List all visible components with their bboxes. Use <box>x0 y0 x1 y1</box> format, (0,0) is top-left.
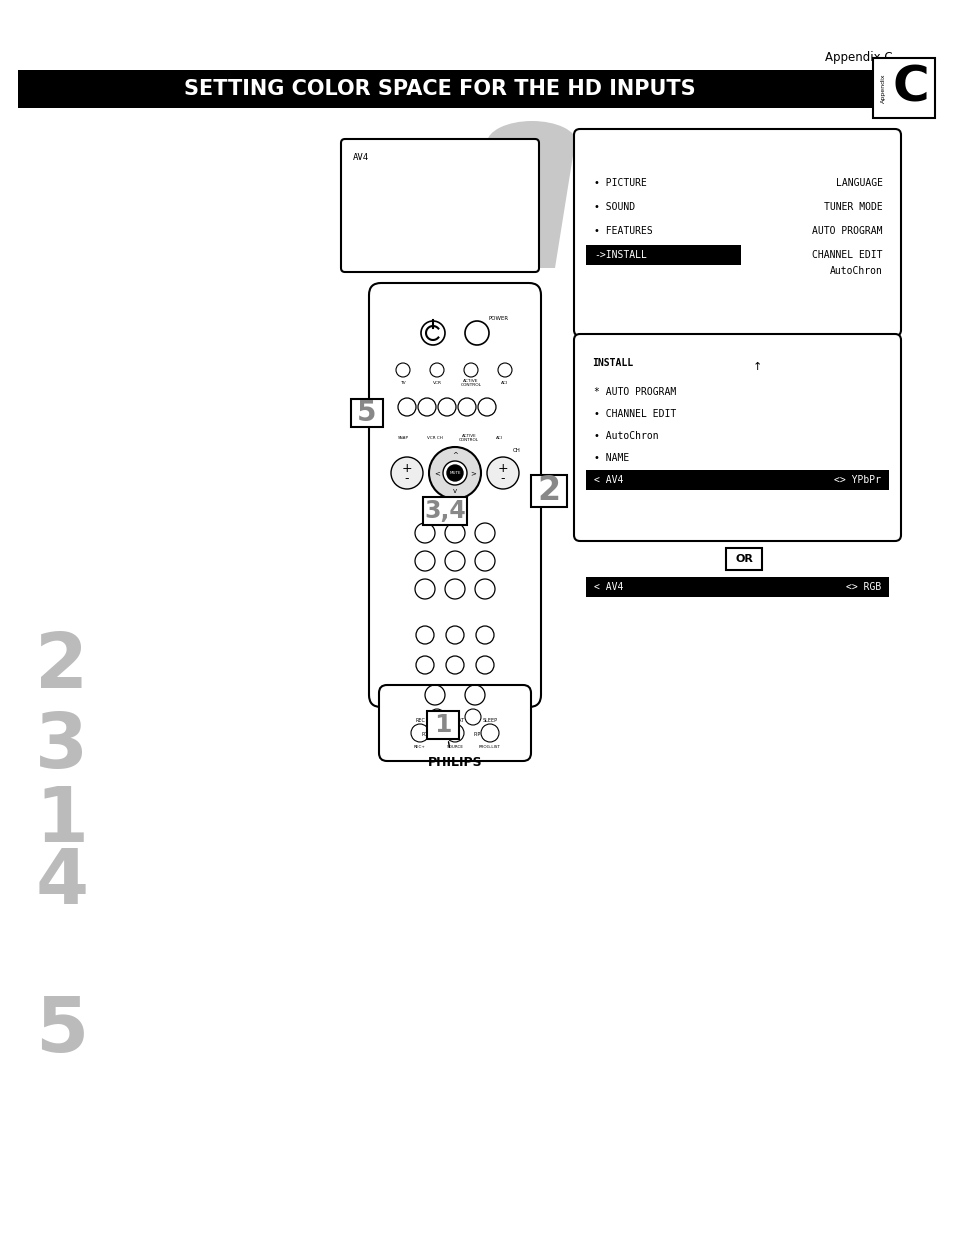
Ellipse shape <box>486 121 577 165</box>
Text: 3: 3 <box>35 710 89 784</box>
Text: ACTIVE
CONTROL: ACTIVE CONTROL <box>458 433 478 442</box>
Text: VCR CH: VCR CH <box>427 436 442 440</box>
Text: POSITION: POSITION <box>421 732 444 737</box>
Text: 2: 2 <box>537 474 560 508</box>
Text: REC: REC <box>415 718 424 722</box>
Bar <box>18 70 872 107</box>
Bar <box>585 245 740 266</box>
Text: < AV4: < AV4 <box>594 475 622 485</box>
Text: <> YPbPr: <> YPbPr <box>833 475 880 485</box>
Text: AutoChron: AutoChron <box>829 266 882 275</box>
Text: INSTALL: INSTALL <box>592 358 633 368</box>
Text: AUTO PROGRAM: AUTO PROGRAM <box>812 226 882 236</box>
Text: MUTE: MUTE <box>449 471 460 475</box>
FancyBboxPatch shape <box>369 283 540 706</box>
Text: PROG-LIST: PROG-LIST <box>478 745 500 748</box>
Text: -: - <box>500 473 505 485</box>
Text: Appendix: Appendix <box>880 73 884 103</box>
Text: SLEEP: SLEEP <box>482 718 497 722</box>
Text: SNAP: SNAP <box>397 436 408 440</box>
Text: * AUTO PROGRAM: * AUTO PROGRAM <box>594 387 676 396</box>
Text: • FEATURES: • FEATURES <box>594 226 652 236</box>
Text: <: < <box>434 471 439 475</box>
Bar <box>422 496 467 525</box>
Text: -: - <box>404 473 409 485</box>
FancyBboxPatch shape <box>378 685 531 761</box>
Text: CHANNEL EDIT: CHANNEL EDIT <box>812 249 882 261</box>
Text: 3,4: 3,4 <box>424 499 465 522</box>
Text: ->INSTALL: ->INSTALL <box>594 249 646 261</box>
Circle shape <box>429 447 480 499</box>
Polygon shape <box>490 143 575 268</box>
Text: ↑: ↑ <box>752 362 760 372</box>
Text: CH: CH <box>513 448 520 453</box>
Text: OR: OR <box>735 555 752 564</box>
Bar <box>427 711 458 739</box>
Text: 1: 1 <box>35 784 89 858</box>
Text: <> RGB: <> RGB <box>845 582 880 592</box>
Text: SETTING COLOR SPACE FOR THE HD INPUTS: SETTING COLOR SPACE FOR THE HD INPUTS <box>184 79 695 99</box>
FancyBboxPatch shape <box>574 128 900 336</box>
Text: ACTIVE
CONTROL: ACTIVE CONTROL <box>460 379 481 388</box>
FancyBboxPatch shape <box>574 333 900 541</box>
Text: • PICTURE: • PICTURE <box>594 178 646 188</box>
Text: TUNER MODE: TUNER MODE <box>823 203 882 212</box>
Text: VCR: VCR <box>432 382 441 385</box>
Text: 4: 4 <box>35 846 89 920</box>
Text: C: C <box>892 64 928 112</box>
Bar <box>725 548 761 571</box>
FancyBboxPatch shape <box>340 140 538 272</box>
Text: +: + <box>497 462 508 474</box>
Text: 5: 5 <box>35 994 89 1068</box>
Text: AV4: AV4 <box>353 153 369 162</box>
Text: • CHANNEL EDIT: • CHANNEL EDIT <box>594 409 676 419</box>
Circle shape <box>447 466 462 480</box>
Text: ACI: ACI <box>496 436 502 440</box>
Text: FORMAT: FORMAT <box>444 718 464 722</box>
Text: ^: ^ <box>452 452 457 458</box>
Text: < AV4: < AV4 <box>594 582 622 592</box>
Circle shape <box>486 457 518 489</box>
Text: 2: 2 <box>35 630 89 704</box>
Text: LANGUAGE: LANGUAGE <box>835 178 882 188</box>
Text: PHILIPS: PHILIPS <box>427 757 482 769</box>
Text: • SOUND: • SOUND <box>594 203 635 212</box>
Text: • NAME: • NAME <box>594 453 629 463</box>
Text: SOURCE: SOURCE <box>446 745 463 748</box>
Text: REC+: REC+ <box>414 745 425 748</box>
Circle shape <box>442 461 467 485</box>
Bar <box>872 58 934 119</box>
Text: • AutoChron: • AutoChron <box>594 431 658 441</box>
Text: PIP: PIP <box>473 732 480 737</box>
Text: Appendix C: Appendix C <box>824 52 892 64</box>
Bar <box>585 471 888 490</box>
Text: 1: 1 <box>434 713 452 737</box>
Text: 5: 5 <box>356 399 376 427</box>
Text: TV: TV <box>399 382 405 385</box>
Text: +: + <box>401 462 412 474</box>
Text: v: v <box>453 488 456 494</box>
Circle shape <box>391 457 422 489</box>
Bar <box>531 475 566 508</box>
Text: >: > <box>470 471 476 475</box>
Text: POWER: POWER <box>489 316 509 321</box>
Bar <box>585 577 888 597</box>
Bar <box>351 399 382 427</box>
Text: ACI: ACI <box>501 382 508 385</box>
